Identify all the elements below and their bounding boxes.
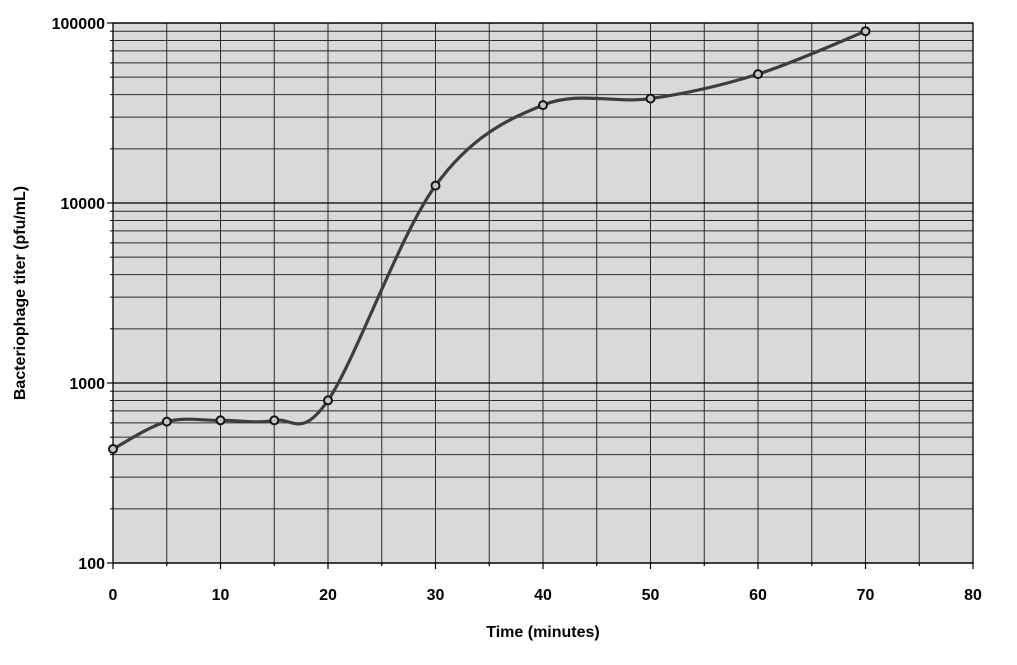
- y-tick-label: 1000: [69, 376, 105, 393]
- y-tick-label: 100000: [52, 16, 105, 33]
- x-gridlines: [112, 23, 974, 563]
- y-tick-label: 100: [78, 556, 105, 573]
- x-tick-label: 20: [319, 587, 337, 604]
- x-axis-title: Time (minutes): [486, 624, 600, 641]
- x-tick-label: 80: [964, 587, 982, 604]
- x-tick-label: 0: [109, 587, 118, 604]
- data-point-markers: [108, 26, 871, 454]
- y-axis-title: Bacteriophage titer (pfu/mL): [12, 185, 29, 401]
- x-tick-label: 50: [642, 587, 660, 604]
- data-point-marker: [430, 180, 441, 191]
- x-tick-label: 40: [534, 587, 552, 604]
- data-point-marker: [860, 26, 871, 37]
- x-tick-label: 10: [212, 587, 230, 604]
- data-point-marker: [161, 416, 172, 427]
- axis-ticks: [107, 22, 974, 569]
- x-tick-label: 30: [427, 587, 445, 604]
- data-point-marker: [323, 395, 333, 406]
- y-tick-label: 10000: [61, 196, 106, 213]
- data-point-marker: [108, 444, 118, 454]
- y-tick-labels: 100 1000 10000 100000: [52, 16, 105, 573]
- x-tick-label: 70: [857, 587, 875, 604]
- x-tick-label: 60: [749, 587, 767, 604]
- data-point-marker: [269, 415, 280, 426]
- data-point-marker: [753, 69, 763, 80]
- data-point-marker: [215, 415, 226, 426]
- x-tick-labels: 0 10 20 30 40 50 60 70 80: [109, 587, 982, 604]
- data-point-marker: [645, 93, 656, 104]
- data-point-marker: [538, 100, 548, 111]
